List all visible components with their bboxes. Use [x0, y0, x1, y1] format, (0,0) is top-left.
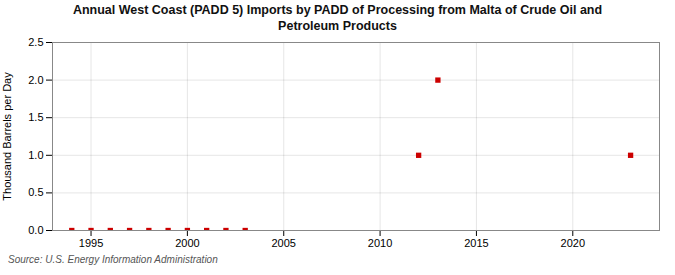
svg-text:1.0: 1.0	[28, 149, 43, 161]
svg-text:2005: 2005	[271, 238, 295, 250]
svg-text:2020: 2020	[561, 238, 585, 250]
svg-text:Thousand Barrels per Day: Thousand Barrels per Day	[1, 72, 13, 201]
svg-text:2.5: 2.5	[28, 36, 43, 48]
svg-text:1995: 1995	[79, 238, 103, 250]
svg-text:1.5: 1.5	[28, 111, 43, 123]
svg-text:2015: 2015	[464, 238, 488, 250]
svg-text:2.0: 2.0	[28, 74, 43, 86]
html-text:Source: U.S. Energy Informatio: Source: U.S. Energy Information Administ…	[8, 254, 218, 266]
svg-text:2000: 2000	[175, 238, 199, 250]
html-text:Annual West Coast (PADD 5) Imp: Annual West Coast (PADD 5) Imports by PA…	[72, 3, 603, 33]
svg-text:2010: 2010	[368, 238, 392, 250]
svg-text:0.5: 0.5	[28, 187, 43, 199]
svg-text:0.0: 0.0	[28, 224, 43, 236]
